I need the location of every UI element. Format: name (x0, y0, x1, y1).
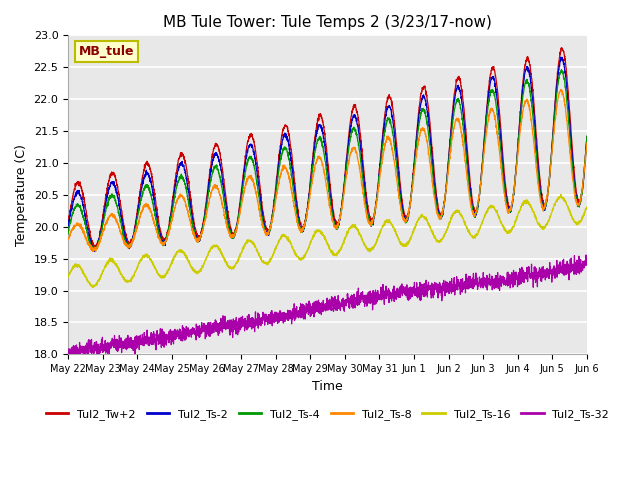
Title: MB Tule Tower: Tule Temps 2 (3/23/17-now): MB Tule Tower: Tule Temps 2 (3/23/17-now… (163, 15, 492, 30)
Legend: Tul2_Tw+2, Tul2_Ts-2, Tul2_Ts-4, Tul2_Ts-8, Tul2_Ts-16, Tul2_Ts-32: Tul2_Tw+2, Tul2_Ts-2, Tul2_Ts-4, Tul2_Ts… (42, 405, 614, 424)
Y-axis label: Temperature (C): Temperature (C) (15, 144, 28, 246)
Text: MB_tule: MB_tule (79, 45, 134, 58)
X-axis label: Time: Time (312, 380, 343, 393)
